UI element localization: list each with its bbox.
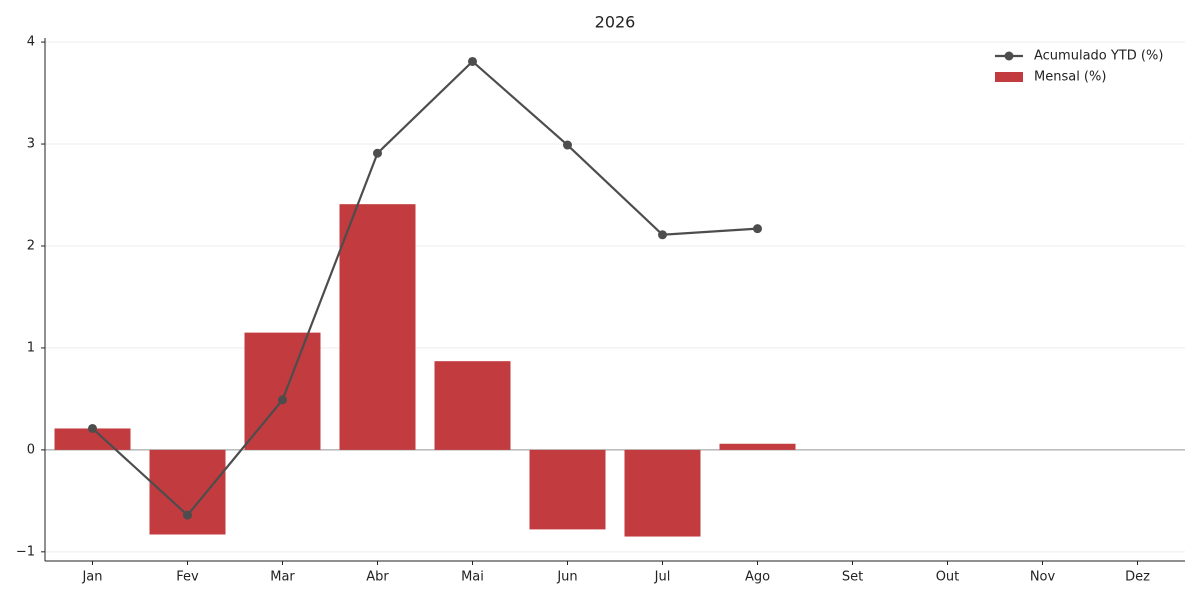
y-tick-label: 4 — [27, 35, 35, 50]
x-tick-label: Mar — [270, 570, 295, 585]
legend-swatch — [995, 72, 1023, 82]
bar — [719, 443, 796, 450]
point — [468, 56, 477, 66]
point — [563, 140, 572, 150]
bar — [529, 449, 606, 530]
y-tick-label: −1 — [16, 544, 35, 559]
bar — [339, 204, 416, 450]
point — [753, 224, 762, 234]
x-tick-label: Mai — [461, 570, 484, 585]
x-tick-label: Abr — [366, 570, 389, 585]
x-tick-label: Nov — [1030, 570, 1056, 585]
legend-label: Mensal (%) — [1034, 70, 1106, 85]
x-tick-label: Jul — [654, 570, 671, 585]
x-tick-label: Jun — [556, 570, 577, 585]
point — [373, 148, 382, 158]
x-tick-label: Set — [842, 570, 863, 585]
x-tick-label: Fev — [176, 570, 199, 585]
legend-marker — [1004, 51, 1014, 61]
x-tick-label: Dez — [1125, 570, 1150, 585]
chart-title: 2026 — [595, 13, 636, 32]
point — [658, 230, 667, 240]
point — [88, 423, 97, 433]
y-tick-label: 2 — [27, 238, 35, 253]
point — [278, 395, 287, 405]
x-tick-label: Ago — [745, 570, 770, 585]
x-tick-label: Out — [936, 570, 960, 585]
legend-label: Acumulado YTD (%) — [1034, 49, 1163, 64]
y-tick-label: 3 — [27, 137, 35, 152]
bar — [624, 449, 701, 537]
x-tick-label: Jan — [81, 570, 102, 585]
line — [91, 59, 758, 517]
y-tick-label: 1 — [27, 340, 35, 355]
point — [183, 510, 192, 520]
y-tick-label: 0 — [27, 442, 35, 457]
bar — [434, 361, 511, 450]
